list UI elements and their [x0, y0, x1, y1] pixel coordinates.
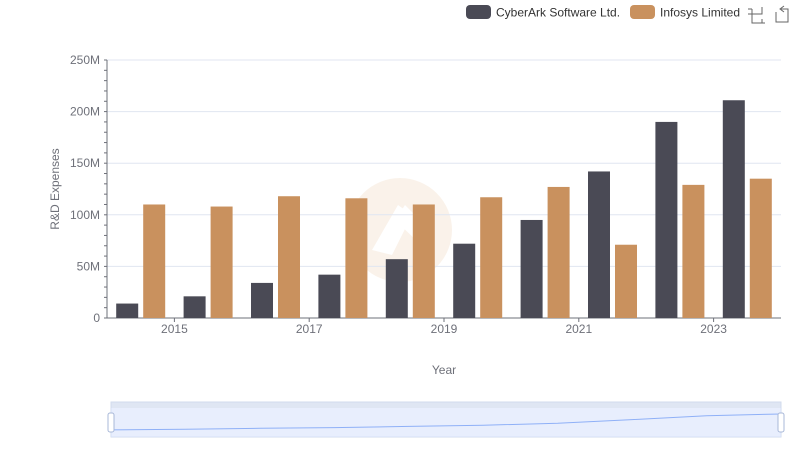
- data-zoom-selection[interactable]: [111, 408, 781, 437]
- bar-infosys-2021[interactable]: [615, 244, 637, 318]
- data-zoom-preview-line: [110, 413, 782, 431]
- data-zoom-drag-bar[interactable]: [111, 402, 781, 408]
- bar-cyberark-2019[interactable]: [453, 243, 476, 318]
- y-tick-label: 200M: [70, 105, 100, 119]
- x-axis-title: Year: [432, 363, 456, 377]
- y-tick-label: 0: [93, 311, 100, 325]
- data-zoom-handle-right[interactable]: [777, 412, 785, 433]
- x-tick-label: 2015: [161, 322, 188, 336]
- bar-cyberark-2016[interactable]: [251, 282, 273, 318]
- bar-cyberark-2018[interactable]: [385, 259, 408, 318]
- x-tick-label: 2019: [431, 322, 458, 336]
- bar-infosys-2015[interactable]: [210, 206, 233, 318]
- x-tick-label: 2021: [565, 322, 592, 336]
- legend-swatch-cyberark[interactable]: [466, 5, 491, 19]
- bars: [116, 100, 772, 318]
- bar-cyberark-2021[interactable]: [588, 171, 610, 318]
- bar-cyberark-2023[interactable]: [722, 100, 745, 318]
- y-tick-label: 50M: [77, 259, 100, 273]
- bar-infosys-2023[interactable]: [749, 178, 772, 318]
- bar-cyberark-2017[interactable]: [318, 274, 341, 318]
- legend-swatch-infosys[interactable]: [630, 5, 655, 19]
- restore-icon[interactable]: [775, 5, 789, 23]
- bar-cyberark-2014[interactable]: [116, 303, 139, 318]
- y-tick-label: 100M: [70, 208, 100, 222]
- y-axis-title: R&D Expenses: [48, 148, 62, 229]
- y-tick-label: 250M: [70, 53, 100, 67]
- bar-infosys-2020[interactable]: [547, 186, 570, 318]
- x-tick-label: 2017: [296, 322, 323, 336]
- x-tick-label: 2023: [700, 322, 727, 336]
- bar-infosys-2014[interactable]: [143, 204, 166, 318]
- bar-infosys-2017[interactable]: [345, 198, 368, 318]
- data-zoom-slider[interactable]: [107, 401, 785, 438]
- bar-infosys-2016[interactable]: [278, 196, 300, 318]
- zoom-icon[interactable]: [748, 7, 765, 24]
- bar-cyberark-2015[interactable]: [183, 296, 206, 318]
- legend-label-infosys[interactable]: Infosys Limited: [660, 6, 740, 20]
- data-zoom-handle-left[interactable]: [107, 412, 115, 433]
- y-tick-label: 150M: [70, 156, 100, 170]
- bar-infosys-2018[interactable]: [412, 204, 435, 318]
- bar-cyberark-2022[interactable]: [655, 121, 678, 318]
- bar-infosys-2022[interactable]: [682, 184, 705, 318]
- bar-infosys-2019[interactable]: [480, 197, 503, 318]
- legend: CyberArk Software Ltd. Infosys Limited: [466, 5, 740, 20]
- legend-label-cyberark[interactable]: CyberArk Software Ltd.: [496, 6, 620, 20]
- bar-cyberark-2020[interactable]: [520, 219, 543, 318]
